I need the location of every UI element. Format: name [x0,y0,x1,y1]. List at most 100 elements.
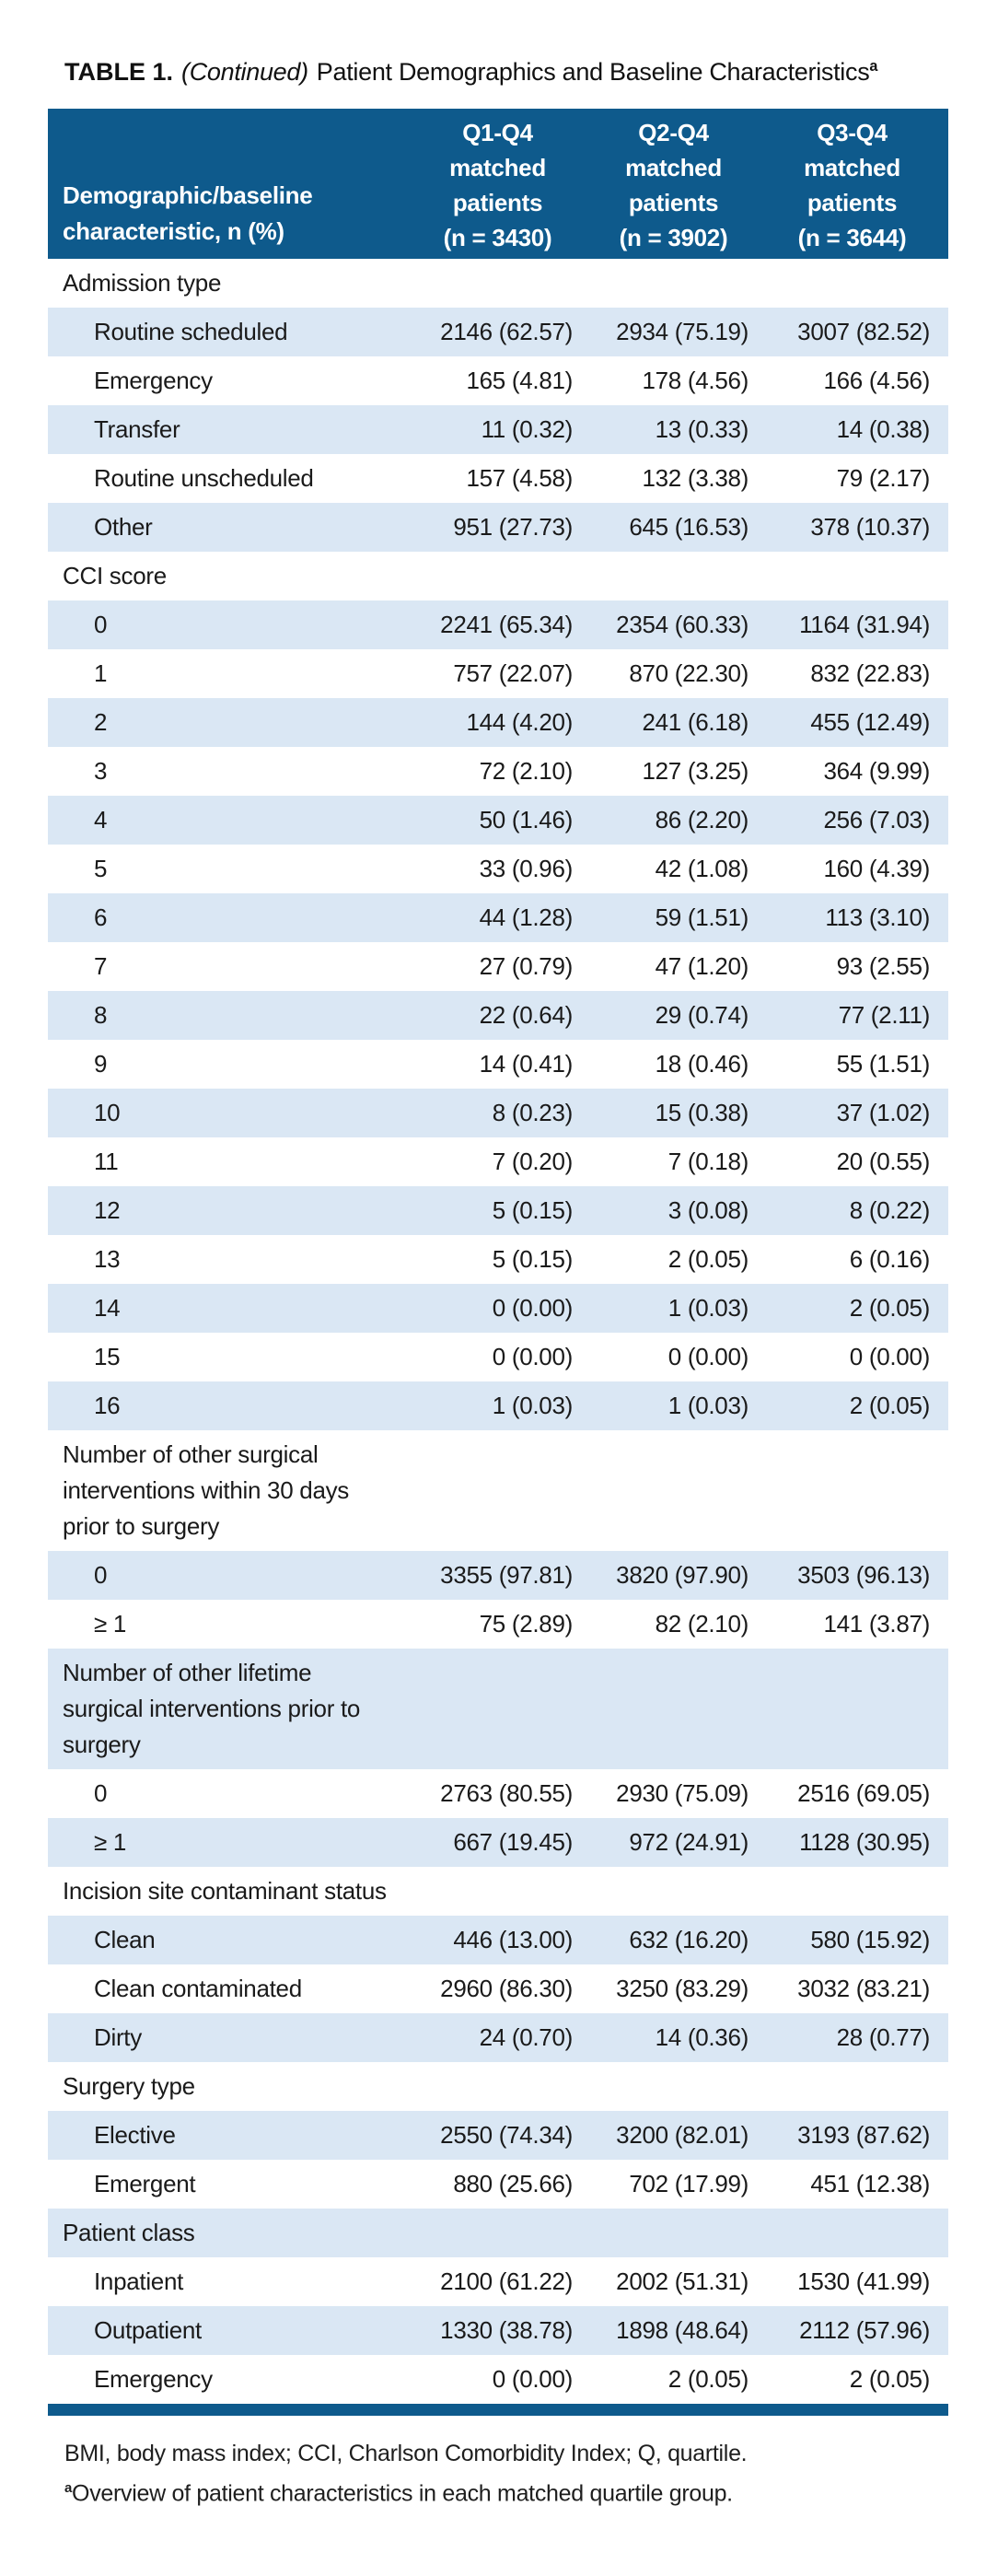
table-row: 3 72 (2.10) 127 (3.25) 364 (9.99) [48,747,948,796]
table-row: Transfer 11 (0.32) 13 (0.33) 14 (0.38) [48,405,948,454]
row-value: 3820 (97.90) [616,1561,748,1589]
row-value: 241 (6.18) [642,708,748,736]
row-label: 6 [94,903,108,931]
table-bottom-rule [48,2404,948,2416]
table-title-continued: (Continued) [181,58,308,86]
row-label: Emergency [94,2365,213,2393]
table-title-text: Patient Demographics and Baseline Charac… [316,58,870,86]
row-value: 364 (9.99) [823,757,930,785]
row-value: 451 (12.38) [810,2170,930,2197]
row-value: 455 (12.49) [810,708,930,736]
row-value: 667 (19.45) [453,1828,573,1856]
row-value: 86 (2.20) [655,806,749,833]
row-value: 1530 (41.99) [797,2267,930,2295]
row-label: 11 [94,1148,119,1175]
row-value: 2763 (80.55) [440,1779,573,1807]
row-label: 4 [94,806,108,833]
row-value: 1 (0.03) [667,1294,749,1322]
row-value: 2 (0.05) [849,2365,931,2393]
row-value: 2934 (75.19) [616,318,748,345]
row-value: 3355 (97.81) [440,1561,573,1589]
header-column-line: matched [804,154,900,181]
row-label: Routine unscheduled [94,464,314,492]
demographics-table: Demographic/baseline characteristic, n (… [48,109,948,2416]
table-section-row: Admission type [48,259,948,308]
row-label: Dirty [94,2023,142,2051]
row-value: 11 (0.32) [481,415,574,443]
table-row: 12 5 (0.15) 3 (0.08) 8 (0.22) [48,1186,948,1235]
row-value: 0 (0.00) [492,1343,574,1370]
row-label: 0 [94,1779,108,1807]
row-value: 0 (0.00) [492,2365,574,2393]
table-row: 11 7 (0.20) 7 (0.18) 20 (0.55) [48,1137,948,1186]
row-value: 1164 (31.94) [799,611,930,638]
table-row: 7 27 (0.79) 47 (1.20) 93 (2.55) [48,942,948,991]
row-value: 1128 (30.95) [799,1828,930,1856]
row-value: 2516 (69.05) [797,1779,930,1807]
row-value: 3250 (83.29) [616,1975,748,2002]
row-value: 2960 (86.30) [440,1975,573,2002]
header-column-q2-q4: Q2-Q4 matched patients (n = 3902) [586,109,761,259]
row-label: 2 [94,708,108,736]
table-footnotes: BMI, body mass index; CCI, Charlson Como… [64,2436,998,2511]
header-column-line: matched [625,154,722,181]
row-value: 1 (0.03) [667,1392,749,1419]
section-label: CCI score [63,562,167,589]
row-value: 144 (4.20) [466,708,573,736]
row-value: 33 (0.96) [479,855,574,882]
table-row: Emergency 0 (0.00) 2 (0.05) 2 (0.05) [48,2355,948,2404]
row-value: 1 (0.03) [492,1392,574,1419]
header-column-line: Q1-Q4 [462,119,533,146]
table-row: 10 8 (0.23) 15 (0.38) 37 (1.02) [48,1089,948,1137]
section-label: Admission type [63,269,222,297]
row-value: 2 (0.05) [667,2365,749,2393]
table-row: 16 1 (0.03) 1 (0.03) 2 (0.05) [48,1381,948,1430]
row-value: 113 (3.10) [825,903,930,931]
row-value: 72 (2.10) [479,757,574,785]
header-column-q1-q4: Q1-Q4 matched patients (n = 3430) [410,109,586,259]
table-section-row: Number of other lifetime surgical interv… [48,1649,948,1769]
table-row: Clean 446 (13.00) 632 (16.20) 580 (15.92) [48,1916,948,1964]
row-label: 10 [94,1099,121,1126]
row-label: 5 [94,855,108,882]
table-title-footnote-marker: a [869,58,878,75]
row-value: 55 (1.51) [836,1050,931,1078]
row-value: 8 (0.23) [492,1099,574,1126]
footnote-a-marker: a [64,2480,73,2496]
table-header-row: Demographic/baseline characteristic, n (… [48,109,948,259]
row-value: 79 (2.17) [836,464,931,492]
row-value: 29 (0.74) [655,1001,749,1029]
row-value: 2002 (51.31) [616,2267,748,2295]
header-column-line: patients [452,189,543,216]
table-row: 15 0 (0.00) 0 (0.00) 0 (0.00) [48,1333,948,1381]
table-row: 6 44 (1.28) 59 (1.51) 113 (3.10) [48,893,948,942]
row-value: 2 (0.05) [667,1245,749,1273]
row-value: 165 (4.81) [466,367,573,394]
table-section-row: Surgery type [48,2062,948,2111]
row-value: 702 (17.99) [629,2170,748,2197]
table-row: ≥ 1 75 (2.89) 82 (2.10) 141 (3.87) [48,1600,948,1649]
row-value: 0 (0.00) [849,1343,931,1370]
row-label: Elective [94,2121,176,2149]
footnote-a: aOverview of patient characteristics in … [64,2471,998,2511]
row-label: Inpatient [94,2267,184,2295]
row-label: 0 [94,611,108,638]
row-value: 44 (1.28) [479,903,574,931]
row-label: Transfer [94,415,180,443]
section-label: Incision site contaminant status [63,1877,387,1905]
row-value: 132 (3.38) [642,464,748,492]
row-label: Routine scheduled [94,318,288,345]
header-column-q3-q4: Q3-Q4 matched patients (n = 3644) [761,109,961,259]
row-value: 15 (0.38) [655,1099,749,1126]
row-label: Outpatient [94,2316,202,2344]
header-column-line: Q2-Q4 [638,119,709,146]
row-value: 0 (0.00) [492,1294,574,1322]
table-row: 1 757 (22.07) 870 (22.30) 832 (22.83) [48,649,948,698]
header-column-line: (n = 3430) [443,224,552,251]
row-label: 8 [94,1001,108,1029]
row-value: 22 (0.64) [479,1001,574,1029]
table-row: ≥ 1 667 (19.45) 972 (24.91) 1128 (30.95) [48,1818,948,1867]
row-value: 37 (1.02) [836,1099,931,1126]
row-value: 42 (1.08) [655,855,749,882]
table-row: Inpatient 2100 (61.22) 2002 (51.31) 1530 (4… [48,2257,948,2306]
